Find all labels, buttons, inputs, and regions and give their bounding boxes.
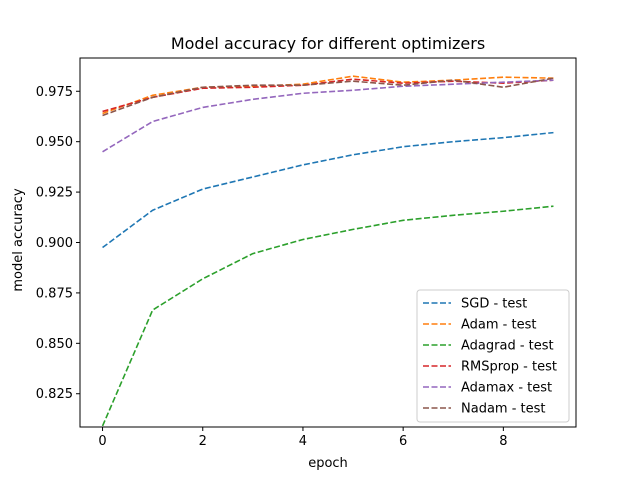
chart-title: Model accuracy for different optimizers xyxy=(171,34,485,53)
y-axis: 0.825 0.850 0.875 0.900 0.925 0.950 0.975 xyxy=(36,85,80,402)
x-tick-label: 4 xyxy=(299,434,307,449)
legend-frame xyxy=(416,289,570,423)
y-tick-label: 0.850 xyxy=(36,337,73,352)
legend-label-4: Adamax - test xyxy=(461,381,552,396)
legend-label-0: SGD - test xyxy=(461,297,527,312)
series-group xyxy=(101,75,554,427)
legend-label-3: RMSprop - test xyxy=(461,360,557,375)
x-tick-label: 2 xyxy=(199,434,207,449)
y-axis-label: model accuracy xyxy=(11,188,26,292)
x-tick-label: 8 xyxy=(499,434,507,449)
legend-label-1: Adam - test xyxy=(461,318,536,333)
series-line-0 xyxy=(102,131,554,249)
series-line-1 xyxy=(102,75,554,115)
series-line-4 xyxy=(102,79,554,153)
series-line-5 xyxy=(102,77,554,117)
y-tick-label: 0.925 xyxy=(36,186,73,201)
legend-label-5: Nadam - test xyxy=(461,402,546,417)
x-axis-label: epoch xyxy=(308,456,348,471)
y-tick-label: 0.975 xyxy=(36,85,73,100)
x-axis: 0 2 4 6 8 xyxy=(98,427,507,449)
y-tick-label: 0.875 xyxy=(36,286,73,301)
x-tick-label: 0 xyxy=(98,434,106,449)
y-tick-label: 0.900 xyxy=(36,236,73,251)
y-tick-label: 0.950 xyxy=(36,135,73,150)
x-tick-label: 6 xyxy=(399,434,407,449)
series-line-2 xyxy=(101,205,554,427)
legend-label-2: Adagrad - test xyxy=(461,339,554,354)
y-tick-label: 0.825 xyxy=(36,387,73,402)
legend: SGD - test Adam - test Adagrad - test RMSpr… xyxy=(416,289,570,423)
